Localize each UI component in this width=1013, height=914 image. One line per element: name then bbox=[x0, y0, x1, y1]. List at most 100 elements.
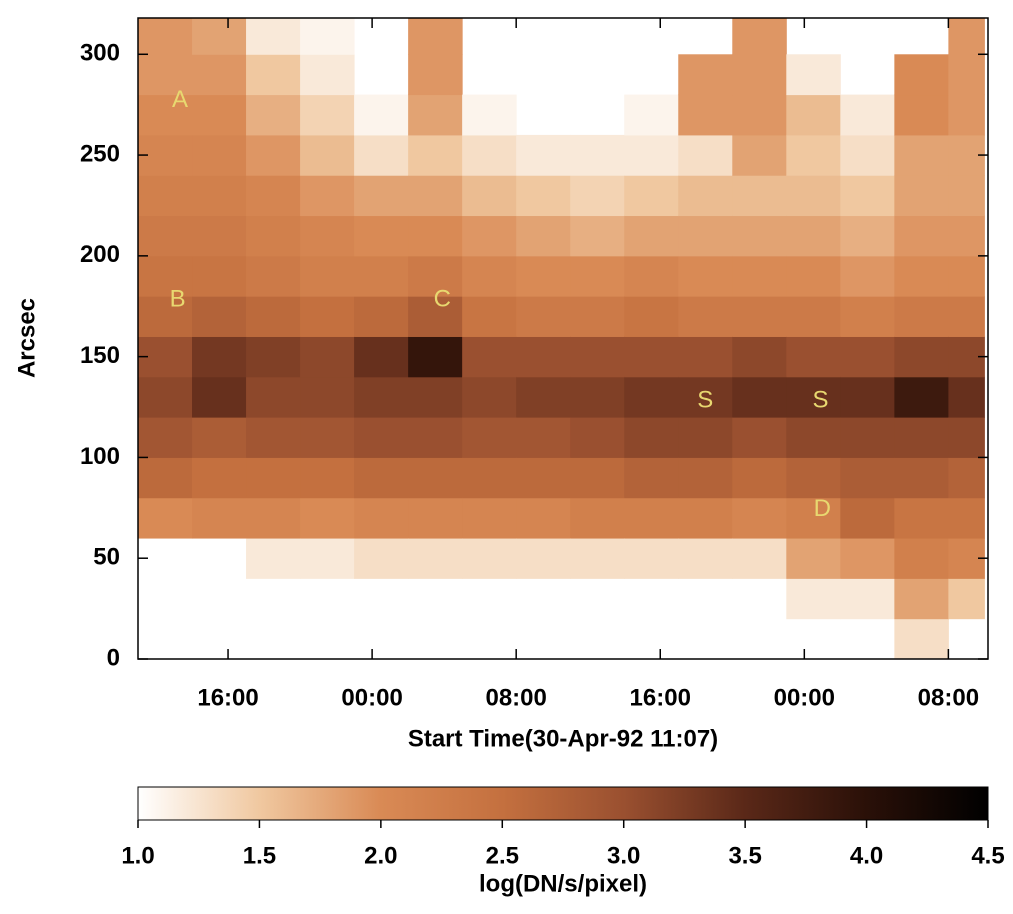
heatmap-cell bbox=[786, 376, 841, 418]
heatmap-cell bbox=[948, 18, 985, 55]
heatmap-cell bbox=[624, 417, 679, 458]
heatmap-cell bbox=[786, 336, 841, 378]
heatmap-cell bbox=[570, 255, 625, 297]
colorbar-tick-label: 1.0 bbox=[121, 842, 154, 869]
heatmap-cell bbox=[678, 417, 733, 458]
heatmap-cell bbox=[624, 538, 679, 579]
heatmap-cell bbox=[408, 94, 463, 136]
heatmap-cell bbox=[462, 255, 517, 297]
annotation: A bbox=[172, 86, 188, 113]
heatmap-cell bbox=[192, 134, 247, 176]
heatmap-cell bbox=[462, 538, 517, 579]
heatmap-cell bbox=[462, 497, 517, 539]
heatmap-cell bbox=[246, 175, 301, 217]
y-tick-label: 250 bbox=[80, 140, 120, 167]
heatmap-cell bbox=[246, 497, 301, 539]
heatmap-cell bbox=[516, 497, 571, 539]
heatmap-cell bbox=[786, 457, 841, 499]
heatmap-cell bbox=[678, 497, 733, 539]
heatmap-cell bbox=[516, 296, 571, 337]
heatmap-cell bbox=[570, 296, 625, 337]
heatmap-cell bbox=[948, 175, 985, 217]
heatmap-cell bbox=[732, 417, 787, 458]
heatmap-cell bbox=[732, 54, 787, 96]
heatmap-cell bbox=[678, 94, 733, 136]
heatmap bbox=[138, 18, 985, 659]
heatmap-cell bbox=[624, 296, 679, 337]
heatmap-cell bbox=[732, 336, 787, 378]
y-tick-label: 200 bbox=[80, 241, 120, 268]
heatmap-cell bbox=[138, 417, 193, 458]
heatmap-cell bbox=[246, 538, 301, 579]
heatmap-cell bbox=[516, 175, 571, 217]
heatmap-cell bbox=[840, 255, 895, 297]
heatmap-cell bbox=[570, 457, 625, 499]
heatmap-cell bbox=[354, 175, 409, 217]
heatmap-cell bbox=[894, 497, 949, 539]
heatmap-cell bbox=[678, 296, 733, 337]
heatmap-cell bbox=[138, 18, 193, 55]
heatmap-cell bbox=[786, 175, 841, 217]
x-tick-label: 00:00 bbox=[341, 684, 402, 711]
heatmap-cell bbox=[138, 175, 193, 217]
heatmap-cell bbox=[840, 578, 895, 620]
heatmap-cell bbox=[516, 457, 571, 499]
heatmap-cell bbox=[516, 134, 571, 176]
heatmap-cell bbox=[138, 497, 193, 539]
heatmap-cell bbox=[786, 497, 841, 539]
heatmap-cell bbox=[948, 255, 985, 297]
heatmap-cell bbox=[300, 134, 355, 176]
heatmap-cell bbox=[786, 134, 841, 176]
heatmap-cell bbox=[138, 376, 193, 418]
heatmap-cell bbox=[138, 296, 193, 337]
heatmap-cell bbox=[624, 457, 679, 499]
heatmap-cell bbox=[246, 18, 301, 55]
heatmap-cell bbox=[192, 215, 247, 257]
y-tick-label: 50 bbox=[93, 544, 120, 571]
heatmap-cell bbox=[246, 376, 301, 418]
heatmap-cell bbox=[894, 296, 949, 337]
heatmap-cell bbox=[894, 255, 949, 297]
annotation: D bbox=[814, 495, 831, 522]
x-tick-label: 08:00 bbox=[485, 684, 546, 711]
heatmap-cell bbox=[786, 538, 841, 579]
heatmap-cell bbox=[786, 296, 841, 337]
heatmap-cell bbox=[570, 376, 625, 418]
heatmap-cell bbox=[732, 296, 787, 337]
heatmap-cell bbox=[516, 417, 571, 458]
heatmap-cell bbox=[354, 457, 409, 499]
heatmap-cell bbox=[894, 54, 949, 96]
heatmap-cell bbox=[624, 376, 679, 418]
heatmap-cell bbox=[948, 417, 985, 458]
heatmap-cell bbox=[300, 18, 355, 55]
y-tick-label: 0 bbox=[107, 644, 120, 671]
heatmap-cell bbox=[678, 54, 733, 96]
y-tick-label: 100 bbox=[80, 443, 120, 470]
heatmap-cell bbox=[246, 94, 301, 136]
heatmap-cell bbox=[192, 18, 247, 55]
heatmap-cell bbox=[462, 376, 517, 418]
heatmap-cell bbox=[246, 336, 301, 378]
colorbar-tick-label: 4.5 bbox=[971, 842, 1004, 869]
heatmap-cell bbox=[462, 296, 517, 337]
heatmap-cell bbox=[624, 94, 679, 136]
heatmap-cell bbox=[462, 457, 517, 499]
heatmap-cell bbox=[570, 417, 625, 458]
heatmap-cell bbox=[624, 497, 679, 539]
heatmap-cell bbox=[300, 94, 355, 136]
colorbar-tick-label: 2.0 bbox=[364, 842, 397, 869]
heatmap-cell bbox=[192, 94, 247, 136]
x-tick-label: 00:00 bbox=[774, 684, 835, 711]
heatmap-cell bbox=[246, 255, 301, 297]
y-tick-label: 150 bbox=[80, 342, 120, 369]
x-axis-label: Start Time(30-Apr-92 11:07) bbox=[408, 725, 718, 752]
heatmap-cell bbox=[840, 175, 895, 217]
heatmap-cell bbox=[516, 255, 571, 297]
heatmap-cell bbox=[840, 94, 895, 136]
heatmap-cell bbox=[408, 497, 463, 539]
heatmap-cell bbox=[678, 134, 733, 176]
heatmap-cell bbox=[462, 175, 517, 217]
heatmap-cell bbox=[138, 215, 193, 257]
heatmap-cell bbox=[732, 94, 787, 136]
heatmap-cell bbox=[570, 215, 625, 257]
